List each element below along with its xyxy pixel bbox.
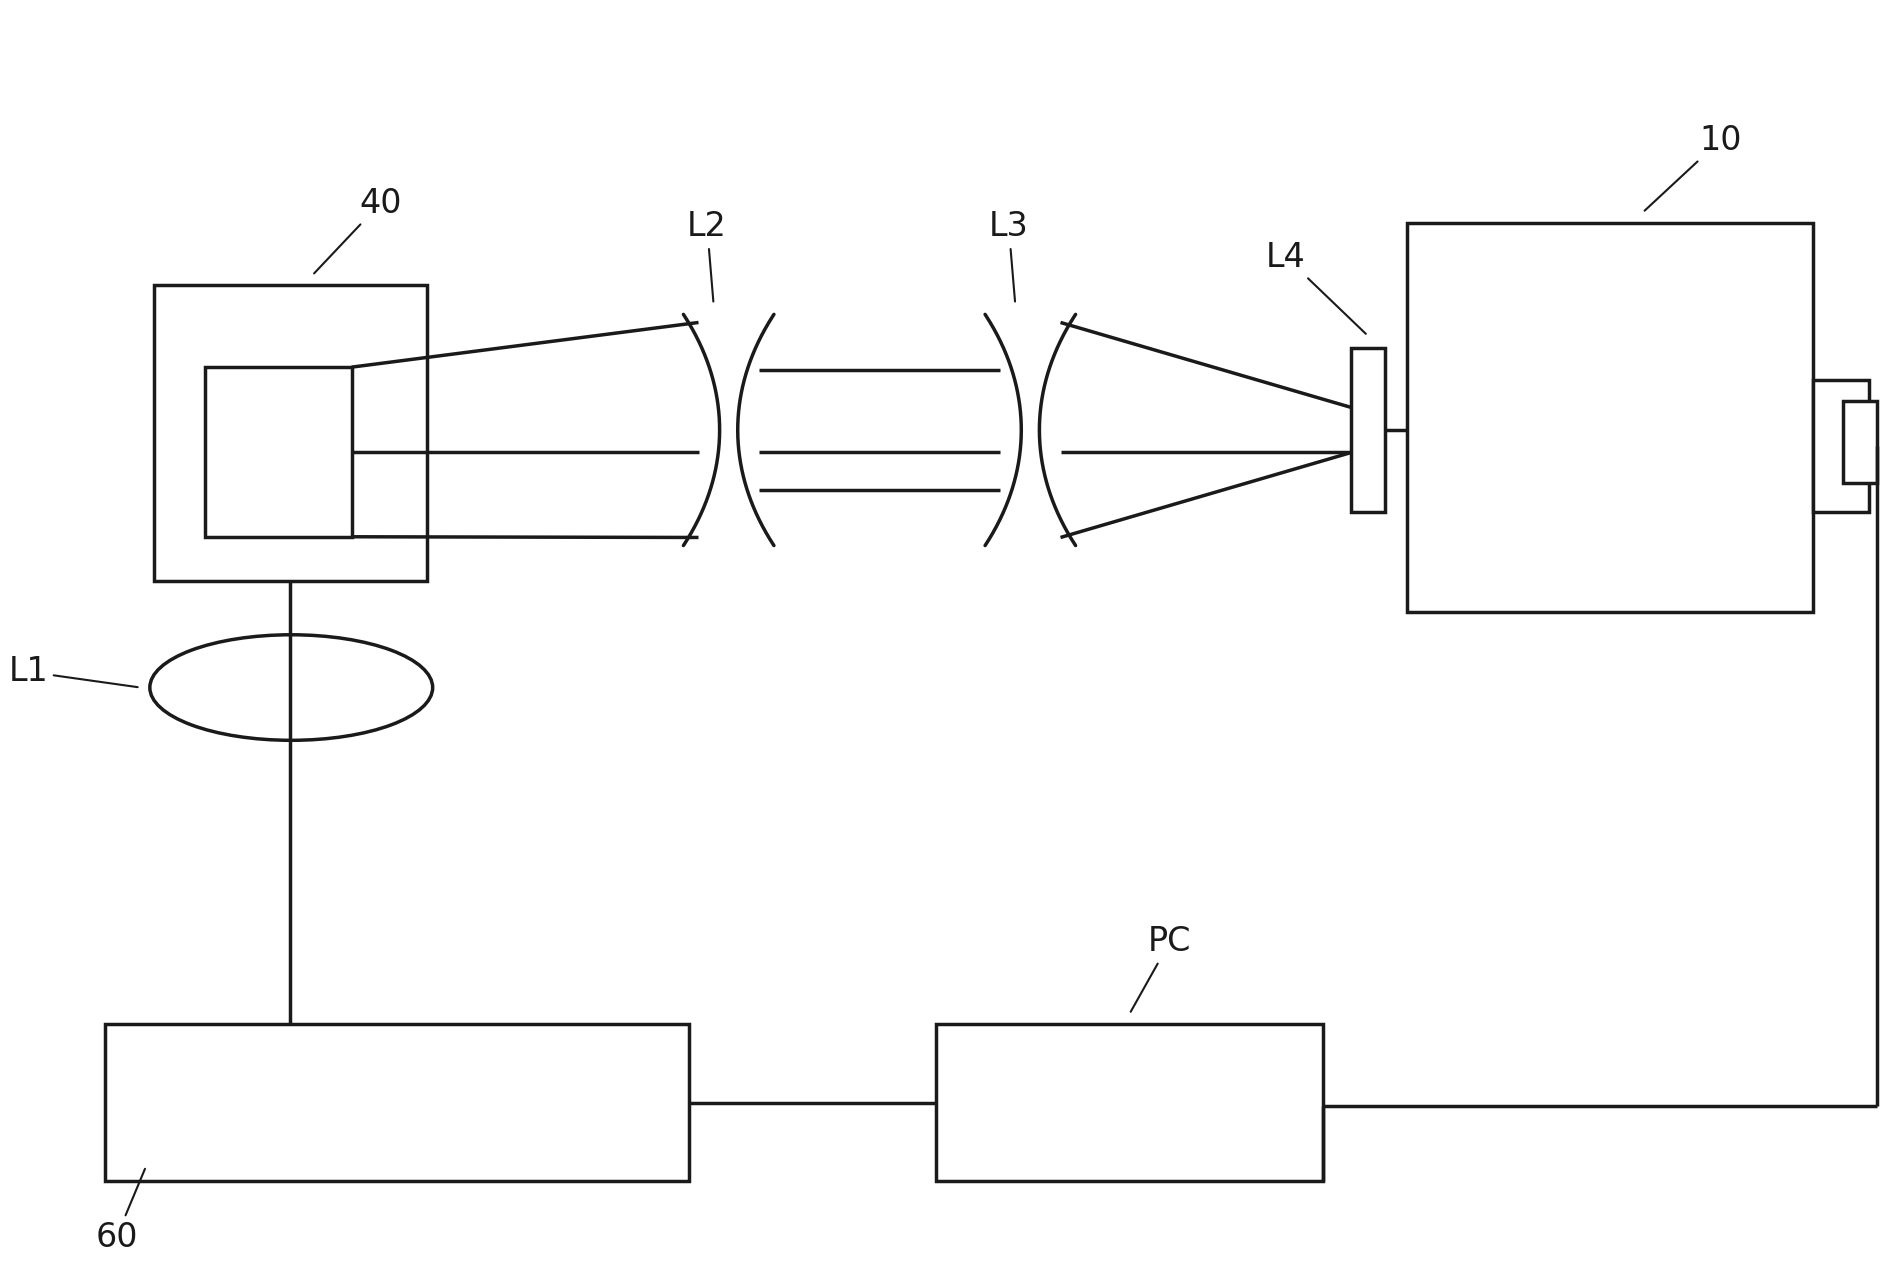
- Text: PC: PC: [1131, 925, 1191, 1012]
- Bar: [1813, 380, 1870, 511]
- Text: 10: 10: [1645, 124, 1742, 211]
- Bar: [1844, 401, 1878, 483]
- Bar: [936, 1025, 1322, 1181]
- Text: L1: L1: [8, 655, 138, 688]
- Bar: [1350, 348, 1384, 511]
- Bar: [204, 367, 352, 536]
- Text: L2: L2: [686, 211, 726, 302]
- Bar: [153, 285, 427, 581]
- Ellipse shape: [149, 635, 433, 741]
- Text: 60: 60: [95, 1169, 146, 1253]
- Bar: [1407, 222, 1813, 612]
- Bar: [104, 1025, 688, 1181]
- Text: 40: 40: [314, 187, 401, 274]
- Text: L4: L4: [1267, 241, 1365, 334]
- Text: L3: L3: [989, 211, 1029, 302]
